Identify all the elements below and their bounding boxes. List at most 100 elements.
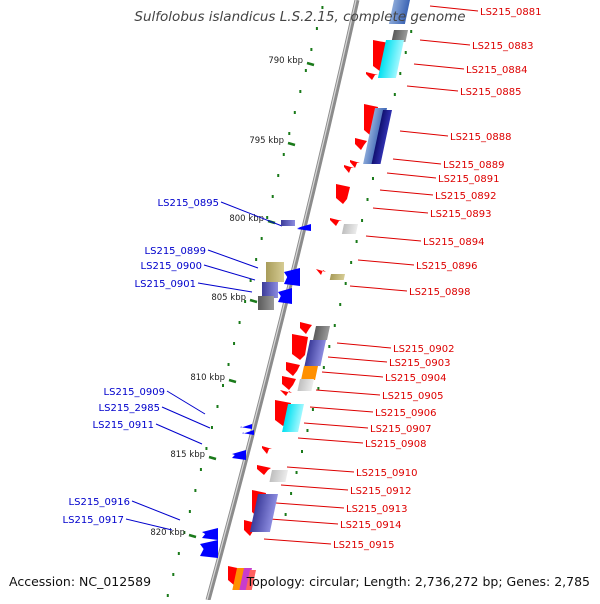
- guide-dot: [361, 219, 364, 222]
- guide-dot: [339, 303, 342, 306]
- tick-mark: [208, 455, 217, 461]
- reverse-gene-arrow: [284, 268, 300, 286]
- forward-gene-block: [249, 494, 278, 532]
- reverse-gene-arrow: [278, 288, 292, 304]
- forward-gene-block: [304, 340, 326, 366]
- guide-dot: [227, 363, 230, 366]
- label-leader-line: [392, 158, 442, 165]
- tick-mark: [188, 533, 197, 539]
- forward-gene-block: [301, 366, 319, 380]
- label-leader-line: [386, 172, 437, 179]
- guide-dot: [188, 510, 191, 513]
- forward-gene-label: LS215_0885: [460, 87, 521, 98]
- forward-gene-block: [269, 470, 288, 482]
- guide-dot: [266, 216, 269, 219]
- forward-gene-label: LS215_0913: [346, 504, 407, 515]
- guide-dot: [366, 198, 369, 201]
- forward-gene-label: LS215_0902: [393, 344, 454, 355]
- forward-gene-arrow: [286, 362, 300, 376]
- forward-gene-arrow: [366, 72, 378, 80]
- guide-dot: [271, 195, 274, 198]
- label-leader-line: [365, 235, 422, 242]
- reverse-gene-arrow: [242, 430, 254, 435]
- forward-gene-label: LS215_0896: [416, 261, 477, 272]
- guide-dot: [301, 450, 303, 453]
- label-leader-line: [429, 5, 479, 12]
- guide-dot: [304, 69, 307, 72]
- forward-gene-label: LS215_0907: [370, 424, 431, 435]
- label-leader-line: [399, 130, 449, 137]
- forward-gene-label: LS215_0898: [409, 287, 470, 298]
- forward-gene-label: LS215_0884: [466, 65, 527, 76]
- tick-mark: [287, 141, 296, 147]
- label-leader-line: [321, 371, 384, 378]
- tick-mark: [306, 61, 315, 67]
- label-leader-line: [155, 423, 203, 445]
- forward-gene-arrow: [350, 160, 360, 168]
- reverse-gene-label: LS215_0901: [135, 279, 196, 290]
- guide-dot: [233, 342, 236, 345]
- reverse-gene-arrow: [240, 424, 252, 429]
- guide-dot: [311, 408, 314, 411]
- forward-gene-arrow: [344, 165, 354, 173]
- reverse-gene-label: LS215_0916: [69, 497, 130, 508]
- label-leader-line: [275, 502, 345, 509]
- forward-gene-label: LS215_0912: [350, 486, 411, 497]
- guide-dot: [322, 366, 325, 369]
- forward-gene-arrow: [336, 184, 350, 204]
- guide-dot: [299, 90, 302, 93]
- guide-dot: [399, 72, 402, 75]
- guide-dot: [321, 6, 324, 9]
- forward-gene-block: [239, 568, 252, 590]
- forward-gene-block: [391, 30, 408, 42]
- guide-dot: [222, 384, 225, 387]
- forward-gene-label: LS215_0883: [472, 41, 533, 52]
- label-leader-line: [406, 85, 459, 92]
- label-leader-line: [379, 189, 434, 196]
- label-leader-line: [349, 285, 408, 292]
- label-leader-line: [280, 484, 349, 491]
- guide-dot: [371, 177, 374, 180]
- tick-label: 810 kbp: [190, 373, 225, 383]
- forward-gene-arrow: [316, 269, 326, 275]
- reverse-gene-arrow: [200, 540, 218, 558]
- forward-gene-label: LS215_0908: [365, 439, 426, 450]
- label-leader-line: [336, 342, 392, 349]
- guide-dot: [295, 471, 298, 474]
- forward-gene-block: [329, 274, 345, 280]
- forward-gene-label: LS215_0893: [430, 209, 491, 220]
- guide-dot: [249, 279, 252, 282]
- tick-label: 800 kbp: [229, 214, 264, 224]
- guide-dot: [315, 27, 318, 30]
- reverse-gene-label: LS215_0917: [63, 515, 124, 526]
- guide-dot: [255, 258, 258, 261]
- label-leader-line: [297, 437, 364, 444]
- label-leader-line: [309, 406, 374, 413]
- forward-gene-block: [313, 326, 330, 340]
- tick-label: 820 kbp: [150, 528, 185, 538]
- reverse-gene-block: [281, 220, 295, 226]
- guide-dot: [260, 237, 263, 240]
- reverse-gene-block: [258, 296, 274, 310]
- tick-mark: [249, 298, 258, 304]
- guide-dot: [344, 282, 347, 285]
- guide-dot: [205, 447, 208, 450]
- forward-gene-block: [282, 404, 304, 432]
- forward-gene-label: LS215_0892: [435, 191, 496, 202]
- forward-gene-arrow: [292, 334, 308, 360]
- forward-gene-block: [371, 110, 392, 164]
- forward-gene-block: [232, 568, 245, 590]
- guide-dot: [172, 573, 175, 576]
- guide-dot: [177, 552, 180, 555]
- guide-dot: [244, 300, 247, 303]
- guide-dot: [410, 30, 413, 33]
- guide-dot: [355, 240, 358, 243]
- forward-gene-label: LS215_0914: [340, 520, 401, 531]
- forward-gene-label: LS215_0888: [450, 132, 511, 143]
- label-leader-line: [197, 282, 253, 293]
- label-leader-line: [161, 406, 211, 429]
- forward-gene-arrow: [262, 446, 272, 454]
- label-leader-line: [413, 63, 465, 70]
- guide-dot: [306, 429, 309, 432]
- guide-dot: [199, 468, 202, 471]
